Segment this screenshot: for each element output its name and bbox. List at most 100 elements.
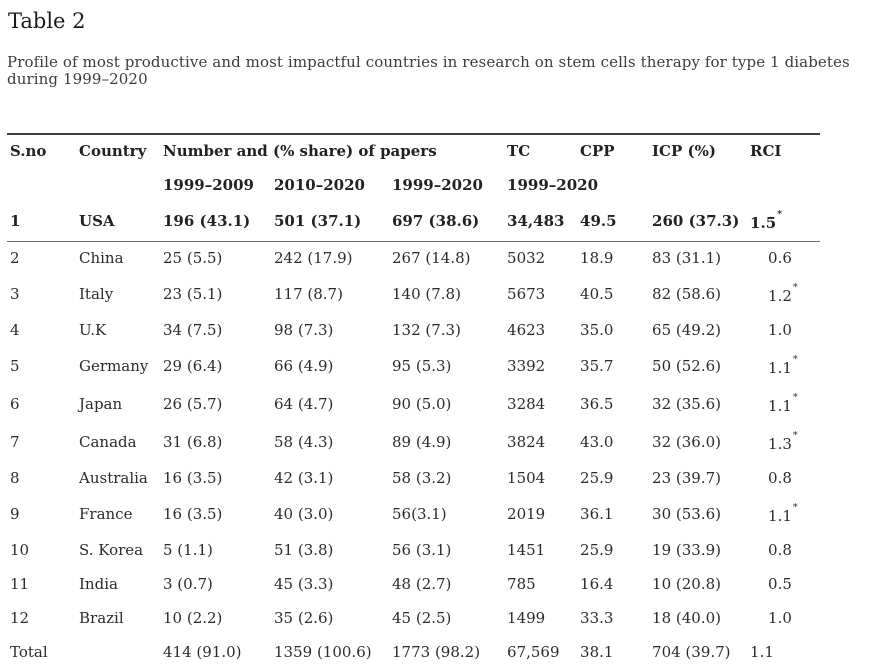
cell-rci: 1.0	[768, 609, 792, 627]
cell-icp: 18 (40.0)	[652, 609, 721, 627]
cell-sno: 9	[10, 505, 20, 523]
cell-papers-1999-2009: 196 (43.1)	[163, 212, 251, 230]
cell-tc: 4623	[507, 321, 546, 339]
cell-cpp: 49.5	[580, 212, 617, 230]
cell-papers-2010-2020: 501 (37.1)	[274, 212, 362, 230]
cell-papers-1999-2020: 267 (14.8)	[392, 249, 471, 267]
header-row-main: S.no Country Number and (% share) of pap…	[7, 134, 820, 169]
cell-country: USA	[79, 212, 115, 230]
cell-icp: 23 (39.7)	[652, 469, 721, 487]
cell-cpp: 35.7	[580, 357, 614, 375]
col-header-papers-group: Number and (% share) of papers	[163, 142, 437, 160]
cell-papers-2010-2020: 51 (3.8)	[274, 541, 334, 559]
cell-papers-1999-2009: 5 (1.1)	[163, 541, 213, 559]
table-row: 3 Italy 23 (5.1) 117 (8.7) 140 (7.8) 5673 40.5…	[7, 276, 820, 314]
cell-papers-1999-2009: 3 (0.7)	[163, 575, 213, 593]
col-header-rci: RCI	[750, 142, 782, 160]
table-row: 6 Japan 26 (5.7) 64 (4.7) 90 (5.0) 3284 36.5 32…	[7, 386, 820, 424]
table-row: 5 Germany 29 (6.4) 66 (4.9) 95 (5.3) 3392 35.7…	[7, 348, 820, 386]
cell-sno: 7	[10, 433, 20, 451]
cell-rci: 1.1	[750, 643, 774, 661]
cell-cpp: 38.1	[580, 643, 614, 661]
table-row: 12 Brazil 10 (2.2) 35 (2.6) 45 (2.5) 1499 33.3…	[7, 602, 820, 636]
cell-country: S. Korea	[79, 541, 144, 559]
cell-sno: 1	[10, 212, 21, 230]
col-subheader-papers-3: 1999–2020	[392, 176, 483, 194]
cell-tc: 1504	[507, 469, 546, 487]
col-subheader-tc-period: 1999–2020	[507, 176, 599, 194]
cell-tc: 3284	[507, 395, 546, 413]
table-title: Table 2	[8, 9, 86, 33]
cell-cpp: 35.0	[580, 321, 614, 339]
cell-cpp: 16.4	[580, 575, 614, 593]
rci-asterisk-note: *	[792, 282, 798, 293]
cell-icp: 50 (52.6)	[652, 357, 721, 375]
cell-papers-1999-2020: 140 (7.8)	[392, 285, 461, 303]
cell-country: Brazil	[79, 609, 124, 627]
cell-papers-1999-2020: 89 (4.9)	[392, 433, 452, 451]
cell-cpp: 33.3	[580, 609, 614, 627]
cell-papers-1999-2009: 29 (6.4)	[163, 357, 223, 375]
cell-cpp: 25.9	[580, 541, 614, 559]
cell-sno: 8	[10, 469, 20, 487]
cell-rci: 1.1*	[768, 392, 798, 415]
rci-asterisk-note: *	[777, 209, 783, 220]
table-body: 1 USA 196 (43.1) 501 (37.1) 697 (38.6) 34,483…	[7, 203, 821, 668]
cell-tc: 2019	[507, 505, 546, 523]
col-header-tc: TC	[507, 142, 531, 160]
cell-papers-1999-2020: 697 (38.6)	[392, 212, 480, 230]
cell-papers-1999-2020: 56(3.1)	[392, 505, 447, 523]
col-subheader-papers-2: 2010–2020	[274, 176, 365, 194]
cell-rci: 0.6	[768, 249, 792, 267]
cell-papers-1999-2009: 10 (2.2)	[163, 609, 223, 627]
cell-rci: 0.5	[768, 575, 792, 593]
cell-sno: 2	[10, 249, 20, 267]
table-row: Total 414 (91.0) 1359 (100.6) 1773 (98.2) 67…	[7, 636, 820, 668]
cell-sno: 5	[10, 357, 20, 375]
cell-papers-2010-2020: 58 (4.3)	[274, 433, 334, 451]
cell-tc: 5032	[507, 249, 546, 267]
cell-papers-2010-2020: 42 (3.1)	[274, 469, 334, 487]
table-row: 11 India 3 (0.7) 45 (3.3) 48 (2.7) 785 16.4 10 …	[7, 568, 820, 602]
table-row: 9 France 16 (3.5) 40 (3.0) 56(3.1) 2019 36.1 30…	[7, 496, 820, 534]
cell-country: China	[79, 249, 124, 267]
cell-cpp: 36.5	[580, 395, 614, 413]
cell-papers-1999-2009: 23 (5.1)	[163, 285, 223, 303]
cell-papers-1999-2020: 56 (3.1)	[392, 541, 452, 559]
cell-tc: 34,483	[507, 212, 565, 230]
rci-asterisk-note: *	[792, 430, 798, 441]
cell-icp: 32 (35.6)	[652, 395, 721, 413]
cell-rci: 1.2*	[768, 282, 798, 305]
cell-rci: 0.8	[768, 469, 792, 487]
cell-papers-2010-2020: 98 (7.3)	[274, 321, 334, 339]
cell-papers-1999-2020: 1773 (98.2)	[392, 643, 481, 661]
cell-country: Australia	[79, 469, 148, 487]
cell-papers-1999-2020: 48 (2.7)	[392, 575, 452, 593]
cell-papers-2010-2020: 40 (3.0)	[274, 505, 334, 523]
cell-tc: 1451	[507, 541, 546, 559]
cell-papers-1999-2020: 90 (5.0)	[392, 395, 452, 413]
cell-icp: 82 (58.6)	[652, 285, 721, 303]
col-subheader-empty	[79, 169, 163, 203]
cell-icp: 32 (36.0)	[652, 433, 721, 451]
col-header-cpp: CPP	[580, 142, 615, 160]
cell-country: Germany	[79, 357, 149, 375]
cell-papers-2010-2020: 35 (2.6)	[274, 609, 334, 627]
cell-papers-2010-2020: 242 (17.9)	[274, 249, 353, 267]
cell-icp: 704 (39.7)	[652, 643, 731, 661]
cell-sno: 4	[10, 321, 20, 339]
col-header-sno: S.no	[10, 142, 47, 160]
table-row: 2 China 25 (5.5) 242 (17.9) 267 (14.8) 5032 18…	[7, 242, 820, 277]
table-caption: Profile of most productive and most impa…	[7, 53, 850, 88]
cell-icp: 19 (33.9)	[652, 541, 721, 559]
cell-papers-1999-2020: 132 (7.3)	[392, 321, 461, 339]
col-header-icp: ICP (%)	[652, 142, 716, 160]
col-subheader-empty	[7, 169, 79, 203]
cell-papers-2010-2020: 1359 (100.6)	[274, 643, 372, 661]
cell-country: Italy	[79, 285, 114, 303]
rci-asterisk-note: *	[792, 502, 798, 513]
cell-tc: 5673	[507, 285, 546, 303]
cell-papers-2010-2020: 117 (8.7)	[274, 285, 343, 303]
cell-country: Japan	[79, 395, 123, 413]
